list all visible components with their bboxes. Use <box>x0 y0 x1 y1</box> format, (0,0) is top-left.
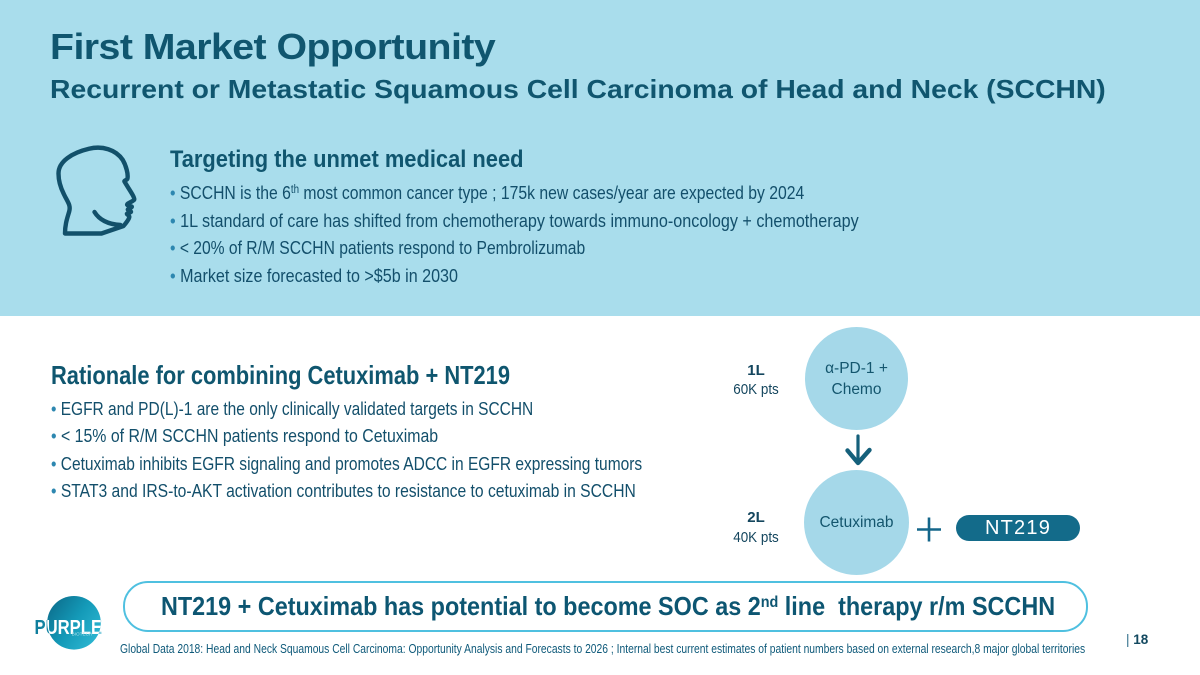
svg-text:BIOTECH: BIOTECH <box>72 631 93 637</box>
svg-text:PURPLE: PURPLE <box>35 617 103 639</box>
svg-text:PURPLE: PURPLE <box>35 617 103 639</box>
